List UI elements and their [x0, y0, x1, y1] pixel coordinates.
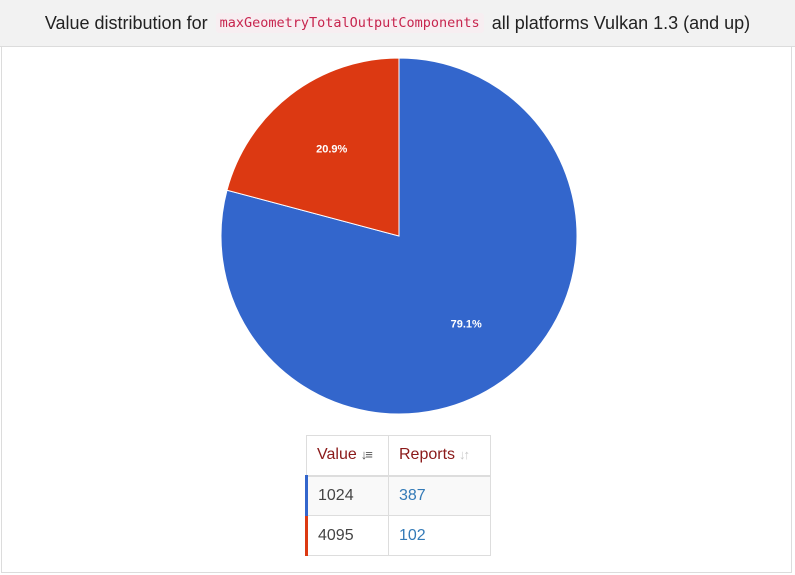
pie-chart: 79.1% 20.9% — [220, 57, 578, 415]
row-reports-link[interactable]: 387 — [388, 475, 491, 516]
pie-slice-1024[interactable] — [220, 57, 578, 415]
property-name: maxGeometryTotalOutputComponents — [215, 13, 484, 33]
header-suffix: all platforms Vulkan 1.3 (and up) — [491, 12, 751, 33]
table-row: 1024 387 — [305, 475, 491, 516]
page-header: Value distribution for maxGeometryTotalO… — [0, 0, 795, 47]
pie-slice-4095[interactable] — [226, 57, 400, 237]
row-value-cell: 1024 — [305, 475, 389, 516]
table-header-row: Value ↓≡ Reports ↓↑ — [306, 435, 491, 477]
row-value-cell: 4095 — [305, 515, 389, 556]
column-header-reports-label: Reports — [399, 446, 456, 464]
value-table: Value ↓≡ Reports ↓↑ 1024 387 4095 102 — [305, 435, 491, 556]
column-header-value[interactable]: Value ↓≡ — [306, 435, 389, 477]
pie-label-1024: 79.1% — [451, 319, 482, 331]
row-reports-link[interactable]: 102 — [388, 515, 491, 556]
column-header-reports[interactable]: Reports ↓↑ — [388, 435, 491, 477]
column-header-value-label: Value — [317, 446, 357, 464]
table-row: 4095 102 — [305, 515, 491, 556]
pie-label-4095: 20.9% — [316, 143, 347, 155]
sort-amount-desc-icon[interactable]: ↓≡ — [360, 447, 373, 463]
header-prefix: Value distribution for — [44, 12, 208, 33]
sort-both-icon[interactable]: ↓↑ — [459, 447, 470, 463]
